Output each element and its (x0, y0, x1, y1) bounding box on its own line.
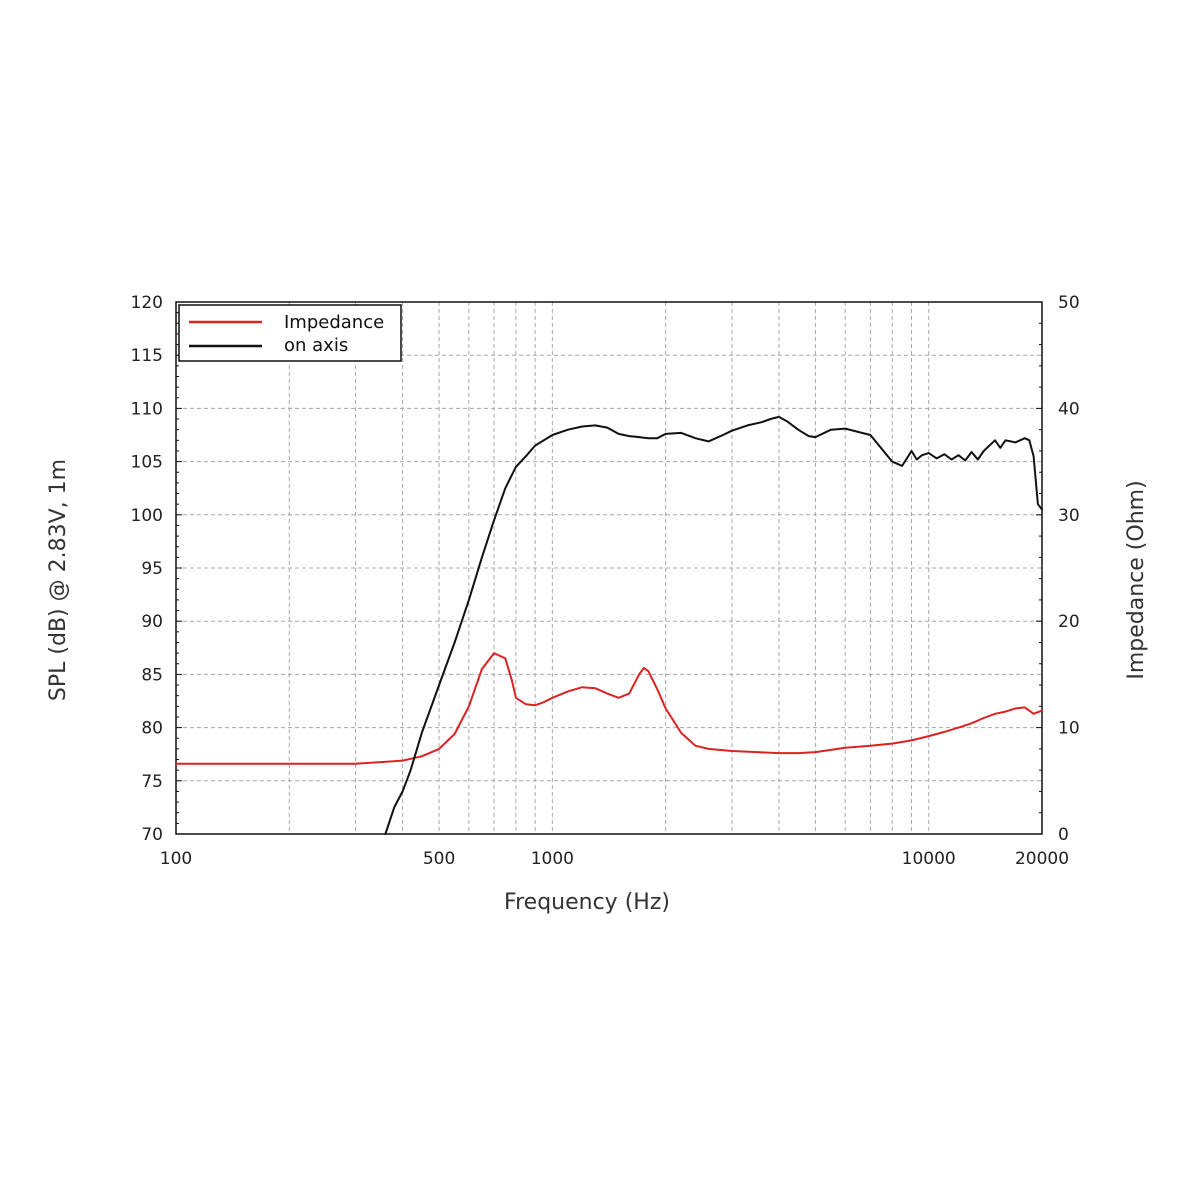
legend: Impedance on axis (178, 304, 402, 362)
y2-tick-label: 50 (1058, 293, 1080, 313)
series-line-impedance (175, 652, 1043, 765)
y-tick-label: 80 (141, 719, 163, 739)
y-tick-label: 90 (141, 612, 163, 632)
x-tick-label: 1000 (531, 849, 574, 869)
y-tick-label: 70 (141, 825, 163, 845)
y2-tick-label: 10 (1058, 719, 1080, 739)
grid-lines (176, 302, 1042, 834)
y2-tick-label: 40 (1058, 399, 1080, 419)
y2-tick-label: 30 (1058, 506, 1080, 526)
series-line-on-axis (384, 415, 1043, 835)
tick-labels: 100 500 1000 10000 2000012011511010510095908… (131, 293, 1080, 869)
legend-label-impedance: Impedance (284, 312, 384, 333)
x-tick-label: 20000 (1015, 849, 1069, 869)
x-tick-label: 100 (160, 849, 192, 869)
y2-tick-label: 20 (1058, 612, 1080, 632)
y-tick-label: 75 (141, 772, 163, 792)
series-layer (175, 415, 1043, 835)
y-tick-label: 85 (141, 665, 163, 685)
y-tick-label: 110 (131, 399, 163, 419)
y2-axis-title-impedance: Impedance (Ohm) (1124, 480, 1149, 679)
y-tick-label: 120 (131, 293, 163, 313)
legend-label-on-axis: on axis (284, 335, 348, 356)
x-tick-label: 500 (423, 849, 455, 869)
y-axis-title-spl: SPL (dB) @ 2.83V, 1m (46, 459, 71, 701)
x-tick-label: 10000 (902, 849, 956, 869)
y-tick-label: 100 (131, 506, 163, 526)
y-tick-label: 115 (131, 346, 163, 366)
y-tick-label: 95 (141, 559, 163, 579)
x-axis-title: Frequency (Hz) (504, 890, 670, 915)
legend-box (178, 304, 402, 362)
y2-tick-label: 0 (1058, 825, 1069, 845)
y-tick-label: 105 (131, 453, 163, 473)
